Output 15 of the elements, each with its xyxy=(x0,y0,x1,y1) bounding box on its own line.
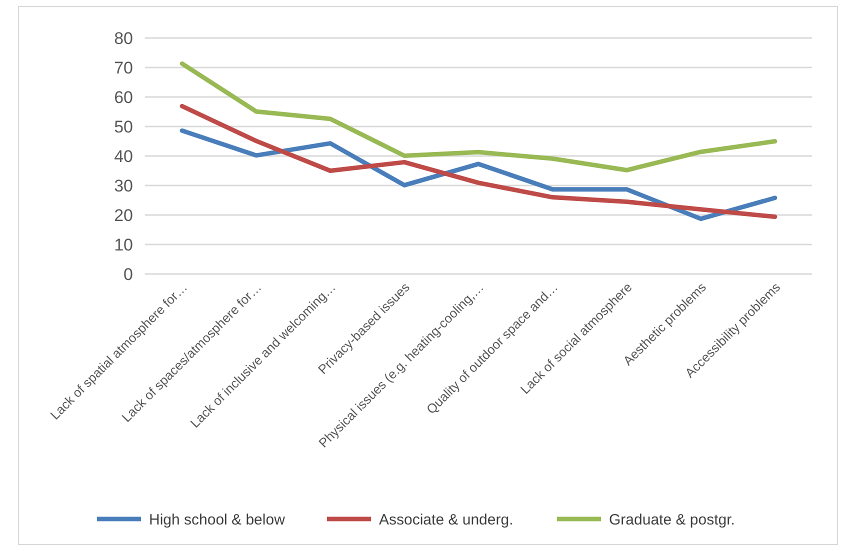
line-series xyxy=(180,128,778,222)
y-tick-label: 60 xyxy=(114,88,133,107)
y-tick-label: 40 xyxy=(114,146,133,166)
line-series xyxy=(180,104,778,220)
y-tick-label: 70 xyxy=(114,58,133,78)
y-tick-label: 10 xyxy=(114,235,133,254)
y-tick-label: 30 xyxy=(114,176,133,196)
line-series xyxy=(180,61,778,172)
legend-label: Graduate & postgr. xyxy=(609,511,735,528)
legend-label: Associate & underg. xyxy=(379,511,514,528)
y-tick-label: 20 xyxy=(114,206,133,225)
legend-label: High school & below xyxy=(149,511,286,528)
y-tick-label: 0 xyxy=(124,264,133,284)
y-tick-label: 50 xyxy=(114,117,133,136)
y-tick-label: 80 xyxy=(114,28,133,48)
